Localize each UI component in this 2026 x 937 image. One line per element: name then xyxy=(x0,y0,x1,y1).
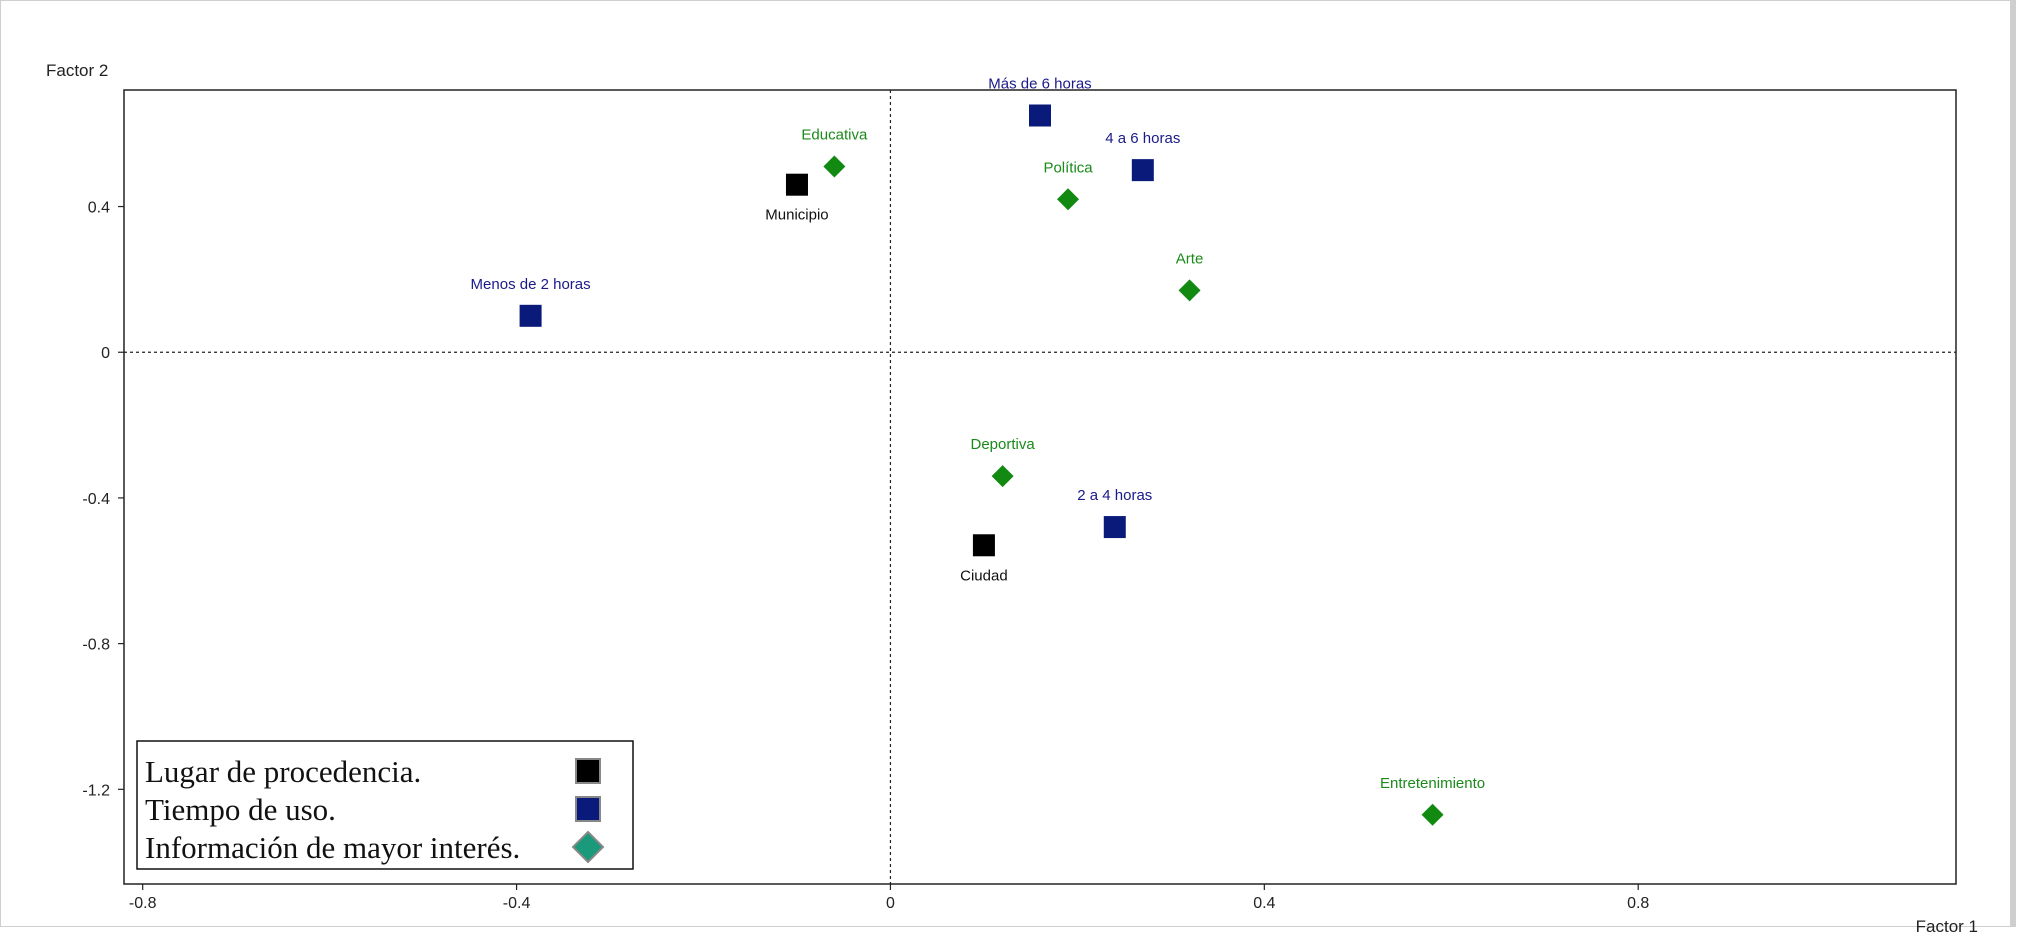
square-marker xyxy=(1131,159,1154,182)
legend-label: Tiempo de uso. xyxy=(145,792,336,827)
point-label: Más de 6 horas xyxy=(988,75,1091,92)
x-tick-label: 0.4 xyxy=(1253,895,1275,912)
diamond-marker xyxy=(1421,803,1444,826)
point-label: Arte xyxy=(1176,250,1204,267)
square-marker xyxy=(1103,516,1126,539)
point-label: Política xyxy=(1043,159,1093,176)
x-tick-label: 0 xyxy=(886,895,895,912)
legend-label: Información de mayor interés. xyxy=(145,830,520,865)
point-label: Menos de 2 horas xyxy=(471,276,591,293)
y-tick-label: -0.8 xyxy=(82,637,110,654)
point-label: 2 a 4 horas xyxy=(1077,487,1152,504)
x-tick-label: 0.8 xyxy=(1627,895,1649,912)
square-marker xyxy=(1029,104,1051,127)
data-points: Municipio Ciudad Más de 6 horas 4 a 6 horas… xyxy=(471,75,1485,826)
diamond-marker xyxy=(991,465,1014,488)
legend-square-swatch xyxy=(575,796,601,822)
diamond-marker xyxy=(1057,188,1080,211)
point-label: Entretenimiento xyxy=(1380,775,1485,792)
legend: Lugar de procedencia.Tiempo de uso.Infor… xyxy=(136,740,634,870)
point-label: Ciudad xyxy=(960,567,1008,584)
y-tick-label: 0 xyxy=(101,345,110,362)
x-axis-title: Factor 1 xyxy=(1916,917,1978,936)
x-tick-label: -0.8 xyxy=(129,895,157,912)
y-axis-title: Factor 2 xyxy=(46,61,108,80)
legend-diamond-swatch xyxy=(571,830,605,864)
point-label: Deportiva xyxy=(971,436,1036,453)
point-label: Municipio xyxy=(765,207,828,224)
legend-label: Lugar de procedencia. xyxy=(145,754,421,789)
diamond-marker xyxy=(1178,279,1201,302)
square-marker xyxy=(519,304,542,327)
square-marker xyxy=(972,534,995,557)
x-tick-label: -0.4 xyxy=(503,895,531,912)
y-tick-label: -1.2 xyxy=(82,782,110,799)
point-label: Educativa xyxy=(801,126,868,143)
square-marker xyxy=(785,173,808,196)
plot-area xyxy=(123,89,1957,885)
reference-lines xyxy=(124,90,1956,884)
diamond-marker xyxy=(823,155,846,178)
legend-box xyxy=(136,740,634,870)
y-tick-label: -0.4 xyxy=(82,491,110,508)
legend-square-swatch xyxy=(575,758,601,784)
point-label: 4 a 6 horas xyxy=(1105,130,1180,147)
axis-ticks: -0.8 -0.4 0 0.4 0.8 0.4 0 -0.4 -0.8 -1.2 xyxy=(82,200,1649,912)
y-tick-label: 0.4 xyxy=(88,200,110,217)
